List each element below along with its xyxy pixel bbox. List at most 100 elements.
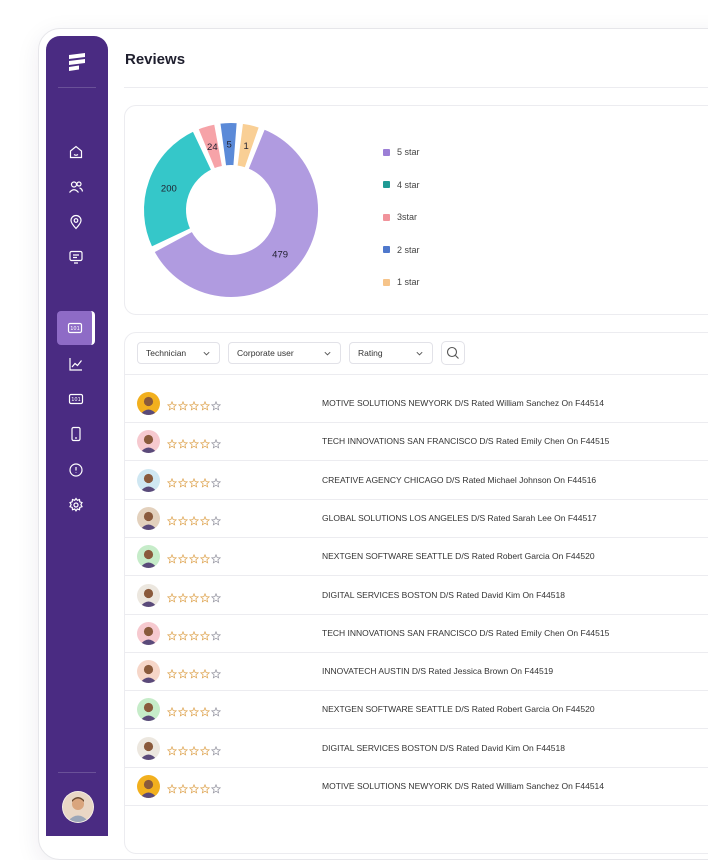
star-icon xyxy=(210,666,222,679)
star-icon xyxy=(166,436,178,449)
svg-text:101: 101 xyxy=(71,397,81,403)
star-icon xyxy=(210,475,222,488)
star-icon xyxy=(188,628,200,641)
star-rating xyxy=(166,513,222,526)
star-icon xyxy=(188,398,200,411)
reviewer-avatar xyxy=(137,392,160,415)
star-icon xyxy=(210,781,222,794)
star-rating xyxy=(166,781,222,794)
star-icon xyxy=(177,666,189,679)
rating-filter-dropdown[interactable]: Rating xyxy=(349,342,433,364)
star-icon xyxy=(177,628,189,641)
technician-filter-label: Technician xyxy=(146,348,187,358)
star-icon xyxy=(210,513,222,526)
star-icon xyxy=(199,666,211,679)
mobile-device-icon xyxy=(71,426,81,442)
legend-item: 3star xyxy=(383,201,420,234)
table-row[interactable]: TECH INNOVATIONS SAN FRANCISCO D/S Rated… xyxy=(125,615,708,653)
review-text: MOTIVE SOLUTIONS NEWYORK D/S Rated Willi… xyxy=(322,398,604,408)
star-icon xyxy=(199,628,211,641)
donut-slice-5-star xyxy=(152,127,320,299)
reviewer-avatar xyxy=(137,468,160,492)
review-text: TECH INNOVATIONS SAN FRANCISCO D/S Rated… xyxy=(322,627,610,638)
chart-legend: 5 star 4 star 3star 2 star 1 star xyxy=(383,136,420,299)
legend-item: 2 star xyxy=(383,234,420,267)
star-icon xyxy=(188,666,200,679)
star-icon xyxy=(210,398,222,411)
table-row[interactable]: CREATIVE AGENCY CHICAGO D/S Rated Michae… xyxy=(125,462,708,500)
sidebar-item-messages[interactable] xyxy=(57,240,95,274)
star-rating xyxy=(166,398,222,411)
reviewer-avatar xyxy=(137,698,160,722)
sidebar-item-tickets[interactable]: 101 xyxy=(57,382,95,416)
table-row[interactable]: NEXTGEN SOFTWARE SEATTLE D/S Rated Rober… xyxy=(125,538,708,577)
sidebar-item-devices[interactable] xyxy=(57,417,95,451)
donut-value-label: 200 xyxy=(161,183,177,194)
search-icon xyxy=(446,346,459,359)
chevron-down-icon xyxy=(416,351,423,355)
user-avatar[interactable] xyxy=(62,791,94,823)
donut-value-label: 479 xyxy=(272,250,288,261)
star-icon xyxy=(177,475,189,488)
star-icon xyxy=(210,551,222,564)
review-text: DIGITAL SERVICES BOSTON D/S Rated David … xyxy=(322,589,565,600)
location-pin-icon xyxy=(70,214,82,230)
sidebar-item-locations[interactable] xyxy=(57,205,95,239)
header-divider xyxy=(124,87,708,88)
search-button[interactable] xyxy=(441,341,465,365)
star-icon xyxy=(199,551,211,564)
legend-label: 1 star xyxy=(397,277,420,288)
users-icon xyxy=(69,181,84,193)
sidebar-item-settings[interactable] xyxy=(57,488,95,522)
table-row[interactable]: NEXTGEN SOFTWARE SEATTLE D/S Rated Rober… xyxy=(125,691,708,730)
rating-filter-label: Rating xyxy=(358,348,383,358)
analytics-chart-icon xyxy=(69,358,82,371)
sidebar-item-info[interactable] xyxy=(57,453,95,487)
message-screen-icon xyxy=(69,250,83,264)
reviewer-avatar xyxy=(137,583,160,607)
filter-bar: Technician Corporate user Rating xyxy=(137,341,465,365)
star-icon xyxy=(210,590,222,603)
sidebar-item-reviews[interactable]: 101 xyxy=(57,311,95,345)
chevron-down-icon xyxy=(203,351,210,355)
table-row[interactable]: MOTIVE SOLUTIONS NEWYORK D/S Rated Willi… xyxy=(125,768,708,806)
review-text: CREATIVE AGENCY CHICAGO D/S Rated Michae… xyxy=(322,474,597,485)
legend-swatch xyxy=(383,181,390,189)
star-rating xyxy=(166,590,222,603)
star-icon xyxy=(166,704,178,718)
table-row[interactable]: DIGITAL SERVICES BOSTON D/S Rated David … xyxy=(125,577,708,615)
sidebar: 101 101 xyxy=(46,36,108,836)
star-icon xyxy=(188,704,200,718)
info-icon xyxy=(69,463,83,477)
star-rating xyxy=(166,628,222,641)
star-icon xyxy=(199,743,211,756)
star-rating xyxy=(166,551,222,564)
table-row[interactable]: TECH INNOVATIONS SAN FRANCISCO D/S Rated… xyxy=(125,423,708,462)
star-icon xyxy=(166,551,178,564)
reviewer-avatar xyxy=(137,430,160,454)
star-icon xyxy=(177,590,189,603)
table-row[interactable]: INNOVATECH AUSTIN D/S Rated Jessica Brow… xyxy=(125,653,708,692)
star-icon xyxy=(188,590,200,603)
star-icon xyxy=(199,590,211,603)
star-icon xyxy=(177,781,189,794)
legend-label: 2 star xyxy=(397,244,420,255)
technician-filter-dropdown[interactable]: Technician xyxy=(137,342,220,364)
table-row[interactable]: GLOBAL SOLUTIONS LOS ANGELES D/S Rated S… xyxy=(125,500,708,538)
star-rating xyxy=(166,436,222,449)
star-icon xyxy=(166,590,178,603)
table-row[interactable]: DIGITAL SERVICES BOSTON D/S Rated David … xyxy=(125,730,708,768)
legend-swatch xyxy=(383,278,390,286)
sidebar-item-analytics[interactable] xyxy=(57,347,95,381)
star-icon xyxy=(188,513,200,526)
reviewer-avatar xyxy=(137,775,160,798)
sidebar-item-home[interactable] xyxy=(57,135,95,169)
star-icon xyxy=(177,398,189,411)
donut-value-label: 24 xyxy=(207,142,218,153)
reviewer-avatar xyxy=(137,506,160,530)
table-row[interactable]: MOTIVE SOLUTIONS NEWYORK D/S Rated Willi… xyxy=(125,385,708,423)
sidebar-item-users[interactable] xyxy=(57,170,95,204)
star-icon xyxy=(166,475,178,488)
corporate-user-filter-dropdown[interactable]: Corporate user xyxy=(228,342,341,364)
page-title: Reviews xyxy=(125,51,186,68)
